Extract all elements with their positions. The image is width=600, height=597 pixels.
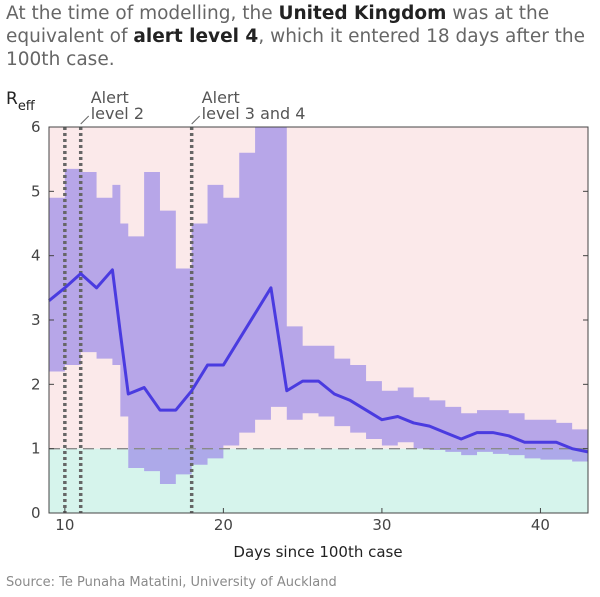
- y-tick-label-5: 5: [31, 182, 41, 200]
- headline-mid: was at the equivalent of: [6, 3, 550, 47]
- y-axis-ticks: 0 1 2 3 4 5 6: [31, 118, 588, 522]
- x-tick-label-20: 20: [214, 516, 233, 534]
- alert-label-2-1: level 3 and 4: [202, 104, 306, 123]
- y-tick-label-2: 2: [31, 375, 41, 393]
- y-axis-label: Reff: [6, 89, 36, 114]
- y-tick-label-1: 1: [31, 440, 41, 458]
- headline-level: alert level 4: [133, 26, 259, 47]
- y-tick-label-3: 3: [31, 311, 41, 329]
- source-note: Source: Te Punaha Matatini, University o…: [6, 575, 337, 590]
- x-tick-label-10: 10: [55, 516, 74, 534]
- x-tick-label-30: 30: [372, 516, 391, 534]
- y-tick-label-0: 0: [31, 504, 41, 522]
- alert-label-2-0: Alert: [202, 88, 240, 107]
- x-tick-label-40: 40: [531, 516, 550, 534]
- confidence-interval-band: [49, 127, 588, 485]
- alert-label-1-1: level 2: [91, 104, 144, 123]
- alert-leader-1: [80, 115, 90, 125]
- alert-label-1-0: Alert: [91, 88, 129, 107]
- y-tick-label-4: 4: [31, 247, 41, 265]
- headline: At the time of modelling, the United Kin…: [6, 2, 594, 71]
- headline-country: United Kingdom: [278, 3, 447, 24]
- reff-series-line: [48, 268, 589, 454]
- y-tick-label-6: 6: [31, 118, 41, 136]
- headline-post: , which it entered 18 days after the 100…: [6, 26, 586, 70]
- headline-pre: At the time of modelling, the: [6, 3, 279, 24]
- x-axis-label: Days since 100th case: [233, 543, 402, 561]
- y-axis-label-main: R: [6, 89, 18, 109]
- alert-leader-2: [191, 115, 201, 125]
- x-axis-ticks: 10 20 30 40: [55, 508, 550, 534]
- y-axis-label-sub: eff: [18, 99, 36, 114]
